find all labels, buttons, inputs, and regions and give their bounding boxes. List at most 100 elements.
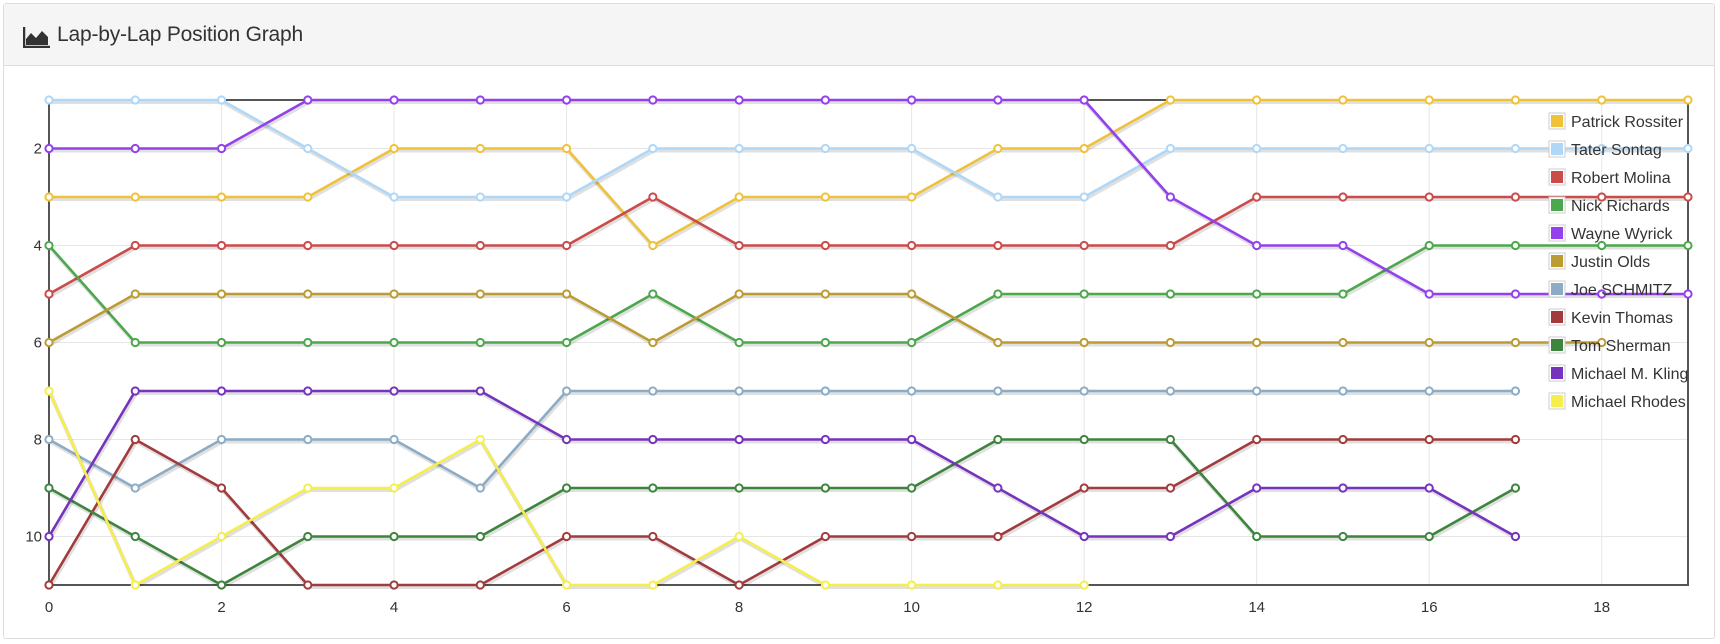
data-point [44,143,54,154]
data-point [44,192,54,202]
series-shadow [49,439,1518,589]
data-point [907,95,917,105]
data-point [475,337,485,348]
data-point [820,580,830,590]
data-point [1079,434,1089,445]
data-point [1079,143,1089,154]
data-point [303,434,313,445]
legend-item: Michael Rhodes [1548,392,1686,411]
data-point [44,386,54,396]
data-point [734,386,744,396]
legend-swatch [1551,171,1563,183]
data-point [734,192,744,202]
data-point [1424,483,1434,493]
data-point [561,434,572,445]
series-line [48,244,1688,344]
data-point [1079,483,1089,493]
data-point [1683,289,1693,299]
data-point [1252,386,1262,396]
data-point [130,531,140,542]
data-point [130,434,140,445]
data-point [130,143,140,154]
series-michael-rhodes [44,386,1089,590]
data-point [734,95,744,105]
data-point [303,95,313,105]
data-point [130,289,140,299]
data-point [734,531,744,542]
data-point [993,143,1003,154]
data-point [216,337,227,348]
data-point [993,192,1003,202]
data-point [1510,483,1521,493]
data-point [475,192,485,202]
data-point [389,531,399,542]
series-justin-olds [44,289,1607,348]
data-point [1165,531,1176,542]
series-line [48,438,1517,587]
data-point [1079,337,1089,348]
data-point [907,289,917,299]
data-point [1252,531,1262,542]
data-point [648,337,658,348]
data-point [907,434,917,445]
data-point [1338,531,1348,542]
series-line [49,98,1688,296]
series-shadow [49,391,1517,492]
series-line [47,389,1517,538]
legend-swatch [1551,227,1563,239]
data-point [1079,95,1089,105]
data-point [1252,337,1262,348]
data-point [389,192,399,202]
data-point [648,192,658,202]
legend-swatch [1551,115,1563,127]
data-point [1597,240,1607,251]
data-point [1252,289,1262,299]
data-point [303,483,313,493]
data-point [993,531,1003,542]
legend-swatch [1551,395,1563,407]
x-tick-label: 16 [1421,599,1438,616]
data-point [907,386,917,396]
data-point [1165,434,1176,445]
legend-label: Tater Sontag [1571,142,1662,159]
legend-swatch [1551,367,1563,379]
data-point [734,240,744,251]
legend-item: Robert Molina [1548,168,1671,187]
data-point [216,483,227,493]
data-point [1510,337,1521,348]
data-point [1338,289,1348,299]
data-point [648,240,658,251]
data-point [1252,240,1262,251]
data-point [130,95,140,105]
data-point [993,483,1003,493]
data-point [820,143,830,154]
data-point [1079,240,1089,251]
data-point [1338,386,1348,396]
data-point [993,337,1003,348]
data-point [907,531,917,542]
data-point [389,386,399,396]
series-line [48,195,1688,296]
data-point [1424,289,1434,299]
legend-item: Michael M. Kling [1548,364,1688,383]
data-point [1683,95,1693,105]
series-joe-schmitz [44,386,1521,493]
legend-swatch [1551,255,1563,267]
legend-label: Kevin Thomas [1571,310,1673,327]
data-point [1424,337,1434,348]
data-point [734,483,744,493]
series-shadow [48,391,1518,541]
data-point [1510,192,1521,202]
data-point [1683,240,1693,251]
data-point [993,386,1003,396]
legend-item: Nick Richards [1548,196,1670,215]
data-point [44,580,54,590]
data-point [1252,95,1262,105]
data-point [389,289,399,299]
data-point [130,337,140,348]
data-point [1165,337,1176,348]
data-point [389,337,399,348]
data-point [216,95,227,105]
legend-swatch [1551,339,1563,351]
